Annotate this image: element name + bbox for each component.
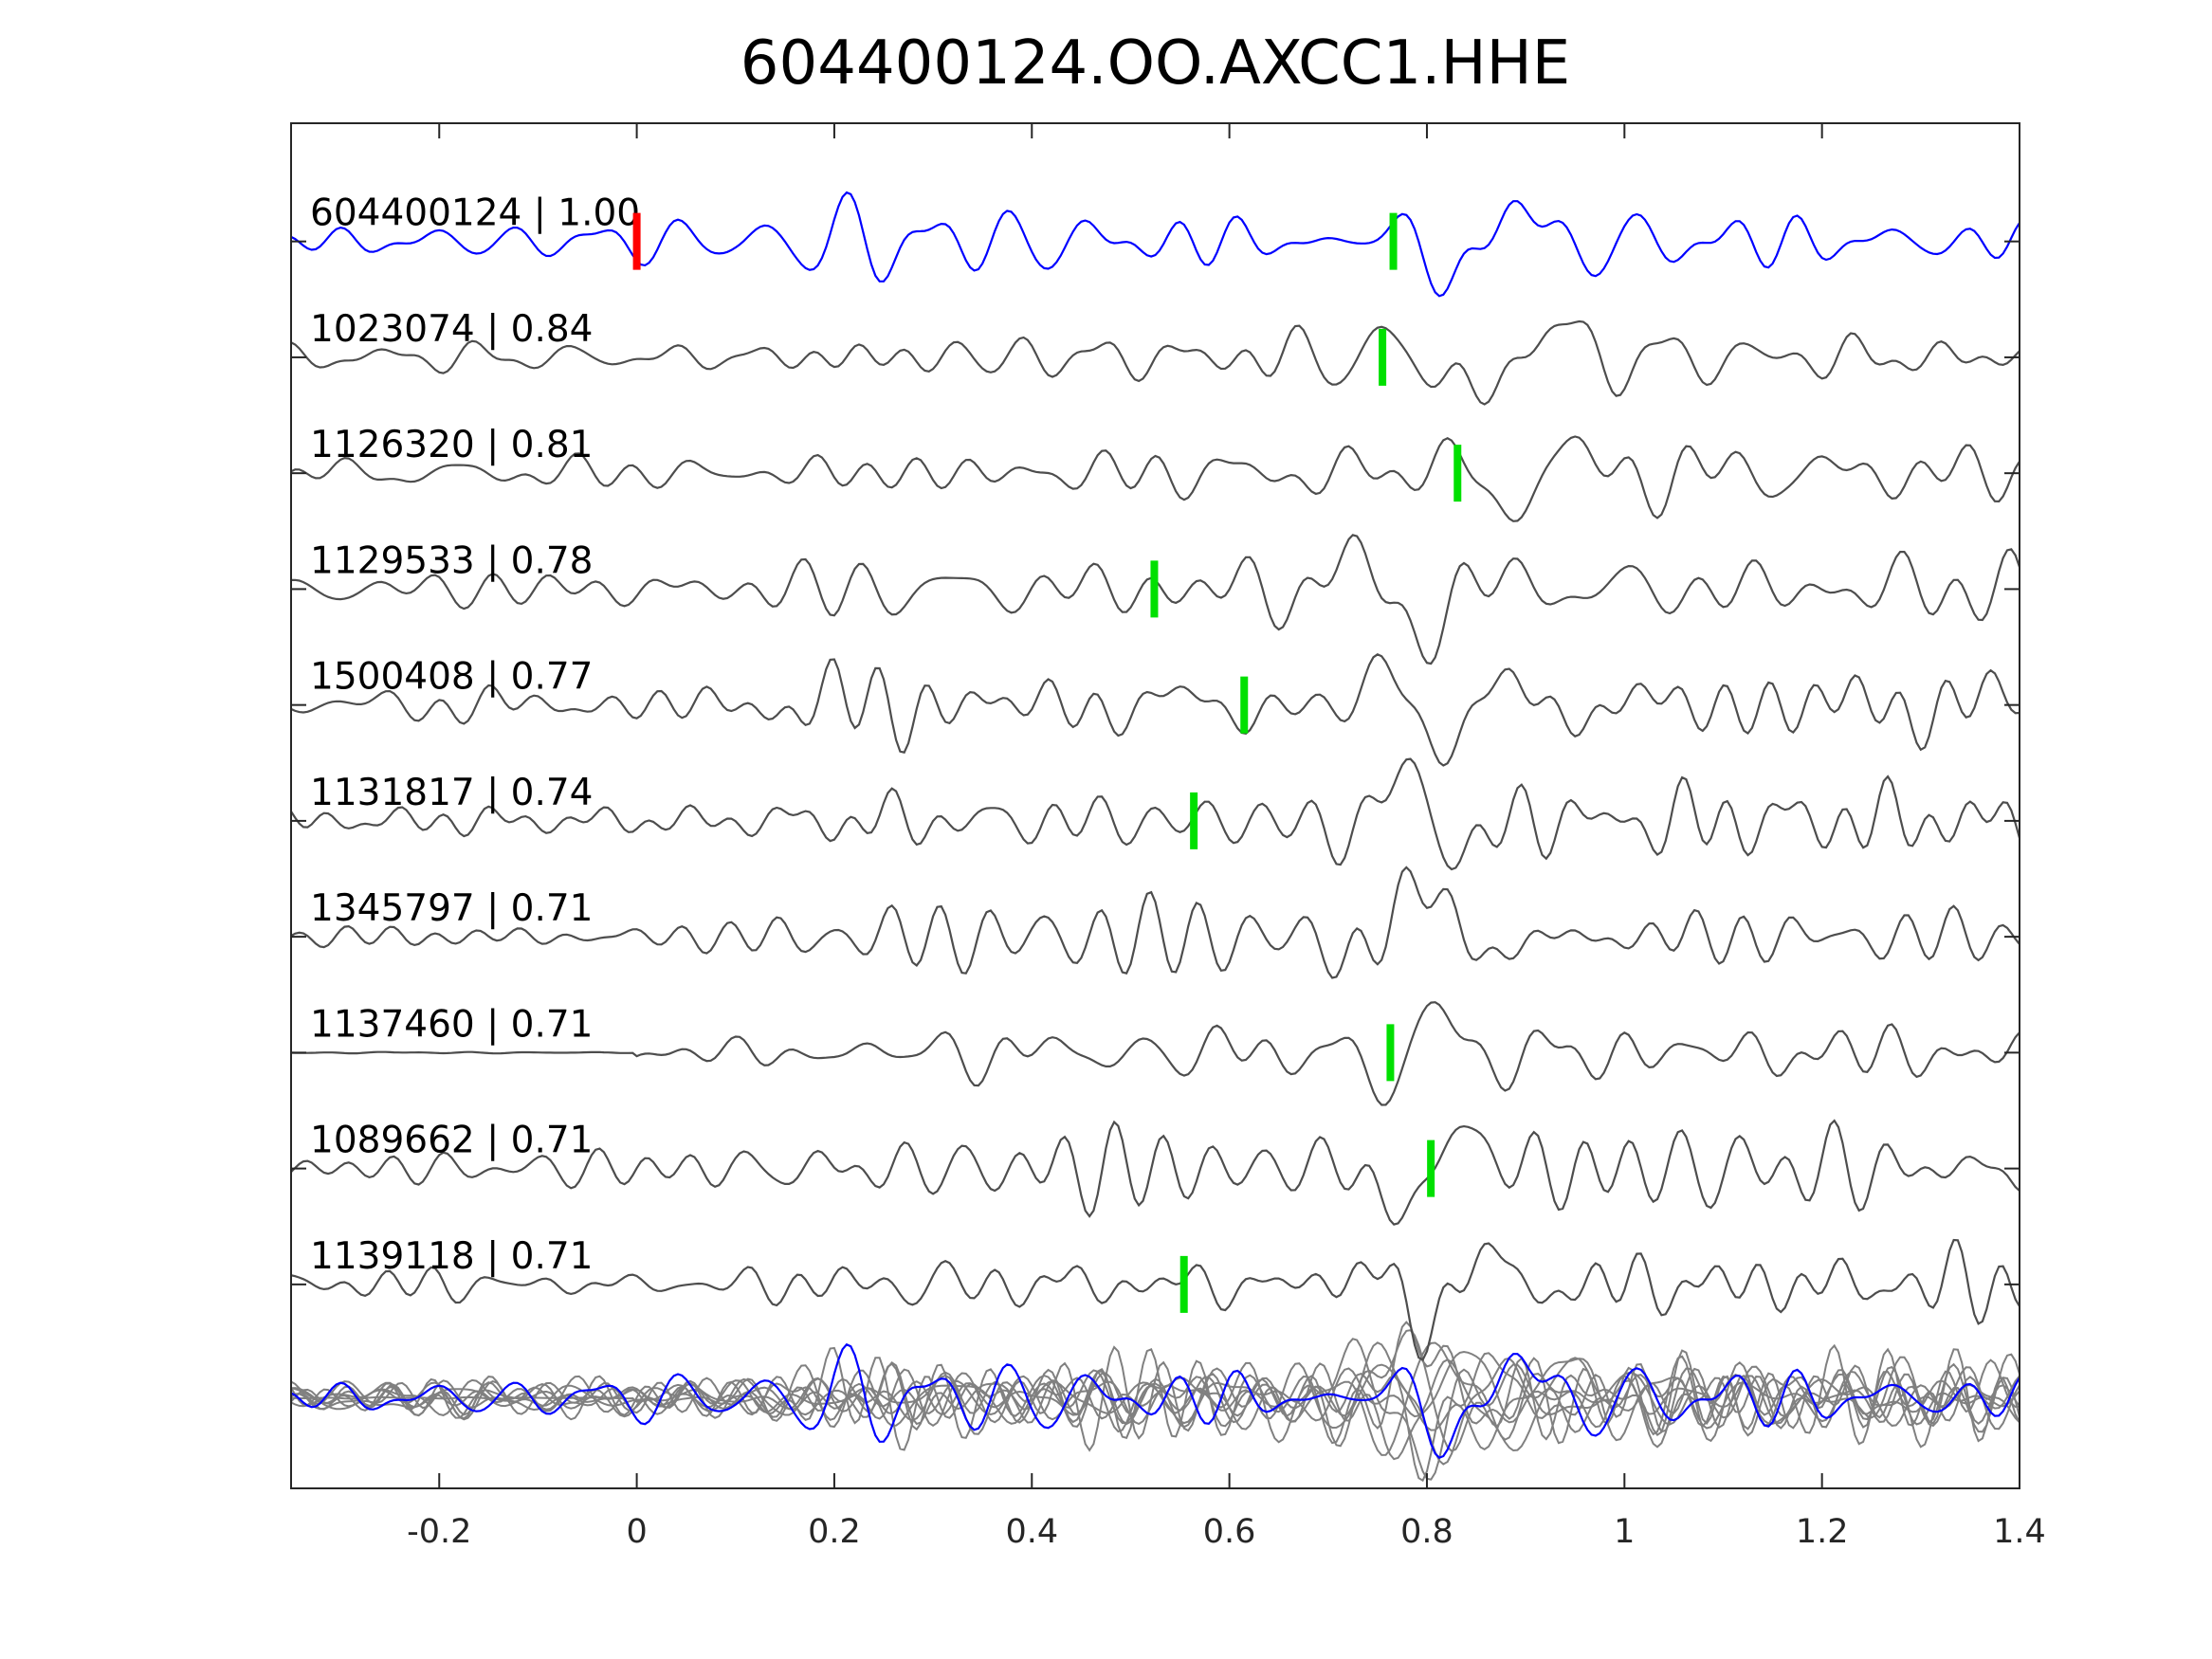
trace-label: 1126320 | 0.81: [310, 424, 593, 466]
x-tick-label: -0.2: [407, 1513, 471, 1551]
trace-1137460: [291, 1001, 2020, 1106]
trace-604400124: [291, 191, 2020, 298]
x-tick-label: 0.6: [1203, 1513, 1256, 1551]
trace-1139118: [291, 1238, 2020, 1361]
trace-label: 1137460 | 0.71: [310, 1003, 593, 1046]
stack-trace-1139118: [291, 1348, 2020, 1483]
trace-label: 1089662 | 0.71: [310, 1120, 593, 1162]
trace-1023074: [291, 319, 2020, 406]
trace-label: 1500408 | 0.77: [310, 656, 593, 699]
axes-box: [290, 122, 2020, 1489]
trace-1126320: [291, 435, 2020, 522]
trace-1089662: [291, 1119, 2020, 1226]
trace-1345797: [291, 866, 2020, 979]
trace-label: 1139118 | 0.71: [310, 1235, 593, 1278]
stack-trace-1137460: [291, 1341, 2020, 1456]
trace-1500408: [291, 653, 2020, 767]
stack-trace-1089662: [291, 1343, 2020, 1461]
trace-label: 1129533 | 0.78: [310, 539, 593, 582]
x-tick-label: 0.2: [808, 1513, 861, 1551]
x-tick-label: 0.4: [1005, 1513, 1058, 1551]
x-tick-label: 0.8: [1400, 1513, 1453, 1551]
stack-trace-reference: [291, 1342, 2020, 1459]
x-tick-label: 1.4: [1993, 1513, 2046, 1551]
chart-title: 604400124.OO.AXCC1.HHE: [740, 28, 1571, 99]
x-tick-label: 1: [1614, 1513, 1635, 1551]
x-tick-label: 1.2: [1796, 1513, 1849, 1551]
trace-1131817: [291, 757, 2020, 871]
trace-label: 1131817 | 0.74: [310, 772, 593, 814]
trace-label: 1023074 | 0.84: [310, 308, 593, 351]
trace-label: 1345797 | 0.71: [310, 887, 593, 930]
x-tick-label: 0: [626, 1513, 647, 1551]
trace-label: 604400124 | 1.00: [310, 192, 640, 235]
stack-trace-1023074: [291, 1358, 2020, 1450]
